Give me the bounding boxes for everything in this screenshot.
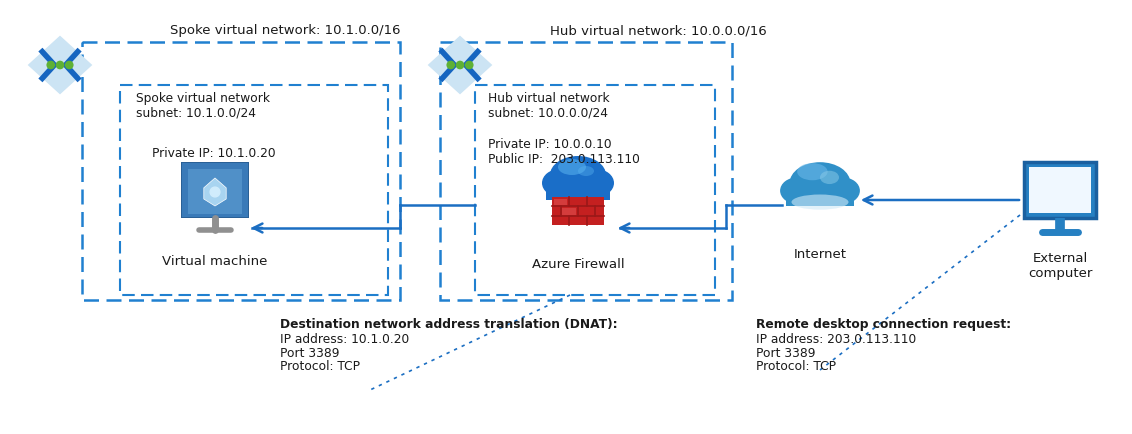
- Text: Private IP: 10.1.0.20: Private IP: 10.1.0.20: [152, 147, 275, 160]
- Text: IP address: 10.1.0.20: IP address: 10.1.0.20: [280, 333, 410, 346]
- Ellipse shape: [542, 169, 578, 197]
- Ellipse shape: [578, 169, 614, 197]
- Text: Private IP: 10.0.0.10: Private IP: 10.0.0.10: [488, 138, 611, 151]
- Text: Port 3389: Port 3389: [756, 347, 815, 360]
- Bar: [120, 85, 388, 295]
- Text: Hub virtual network: 10.0.0.0/16: Hub virtual network: 10.0.0.0/16: [550, 24, 766, 37]
- Text: Public IP:  203.0.113.110: Public IP: 203.0.113.110: [488, 153, 640, 166]
- Ellipse shape: [825, 178, 860, 204]
- Ellipse shape: [578, 166, 594, 176]
- Circle shape: [447, 61, 454, 69]
- FancyBboxPatch shape: [182, 163, 248, 217]
- Text: External
computer: External computer: [1028, 252, 1092, 280]
- Text: Hub virtual network
subnet: 10.0.0.0/24: Hub virtual network subnet: 10.0.0.0/24: [488, 92, 610, 120]
- Text: Virtual machine: Virtual machine: [162, 255, 267, 268]
- Circle shape: [211, 187, 220, 197]
- Ellipse shape: [797, 163, 827, 180]
- Text: Remote desktop connection request:: Remote desktop connection request:: [756, 318, 1011, 331]
- Text: Spoke virtual network
subnet: 10.1.0.0/24: Spoke virtual network subnet: 10.1.0.0/2…: [136, 92, 271, 120]
- Bar: [475, 85, 715, 295]
- FancyBboxPatch shape: [546, 180, 610, 200]
- FancyBboxPatch shape: [188, 169, 242, 214]
- Text: Azure Firewall: Azure Firewall: [532, 258, 625, 271]
- Circle shape: [57, 61, 63, 69]
- FancyBboxPatch shape: [181, 162, 249, 218]
- Polygon shape: [204, 178, 226, 206]
- Ellipse shape: [558, 159, 586, 175]
- Circle shape: [465, 61, 473, 69]
- Text: Protocol: TCP: Protocol: TCP: [280, 360, 360, 373]
- FancyBboxPatch shape: [786, 185, 855, 206]
- Text: Protocol: TCP: Protocol: TCP: [756, 360, 837, 373]
- Circle shape: [456, 61, 464, 69]
- FancyBboxPatch shape: [1024, 162, 1096, 218]
- FancyBboxPatch shape: [552, 197, 604, 225]
- Text: IP address: 203.0.113.110: IP address: 203.0.113.110: [756, 333, 916, 346]
- Ellipse shape: [780, 178, 814, 204]
- Bar: [82, 42, 400, 300]
- Circle shape: [66, 61, 72, 69]
- Polygon shape: [428, 36, 492, 95]
- Ellipse shape: [791, 194, 849, 210]
- Text: Destination network address translation (DNAT):: Destination network address translation …: [280, 318, 618, 331]
- Text: Spoke virtual network: 10.1.0.0/16: Spoke virtual network: 10.1.0.0/16: [170, 24, 401, 37]
- FancyBboxPatch shape: [561, 208, 576, 215]
- Circle shape: [48, 61, 54, 69]
- Text: Internet: Internet: [794, 248, 847, 261]
- Ellipse shape: [550, 156, 606, 194]
- FancyBboxPatch shape: [1029, 167, 1091, 213]
- Polygon shape: [27, 36, 93, 95]
- Ellipse shape: [790, 162, 850, 204]
- Ellipse shape: [820, 171, 839, 184]
- FancyBboxPatch shape: [554, 199, 567, 205]
- Bar: [440, 42, 732, 300]
- Text: Port 3389: Port 3389: [280, 347, 340, 360]
